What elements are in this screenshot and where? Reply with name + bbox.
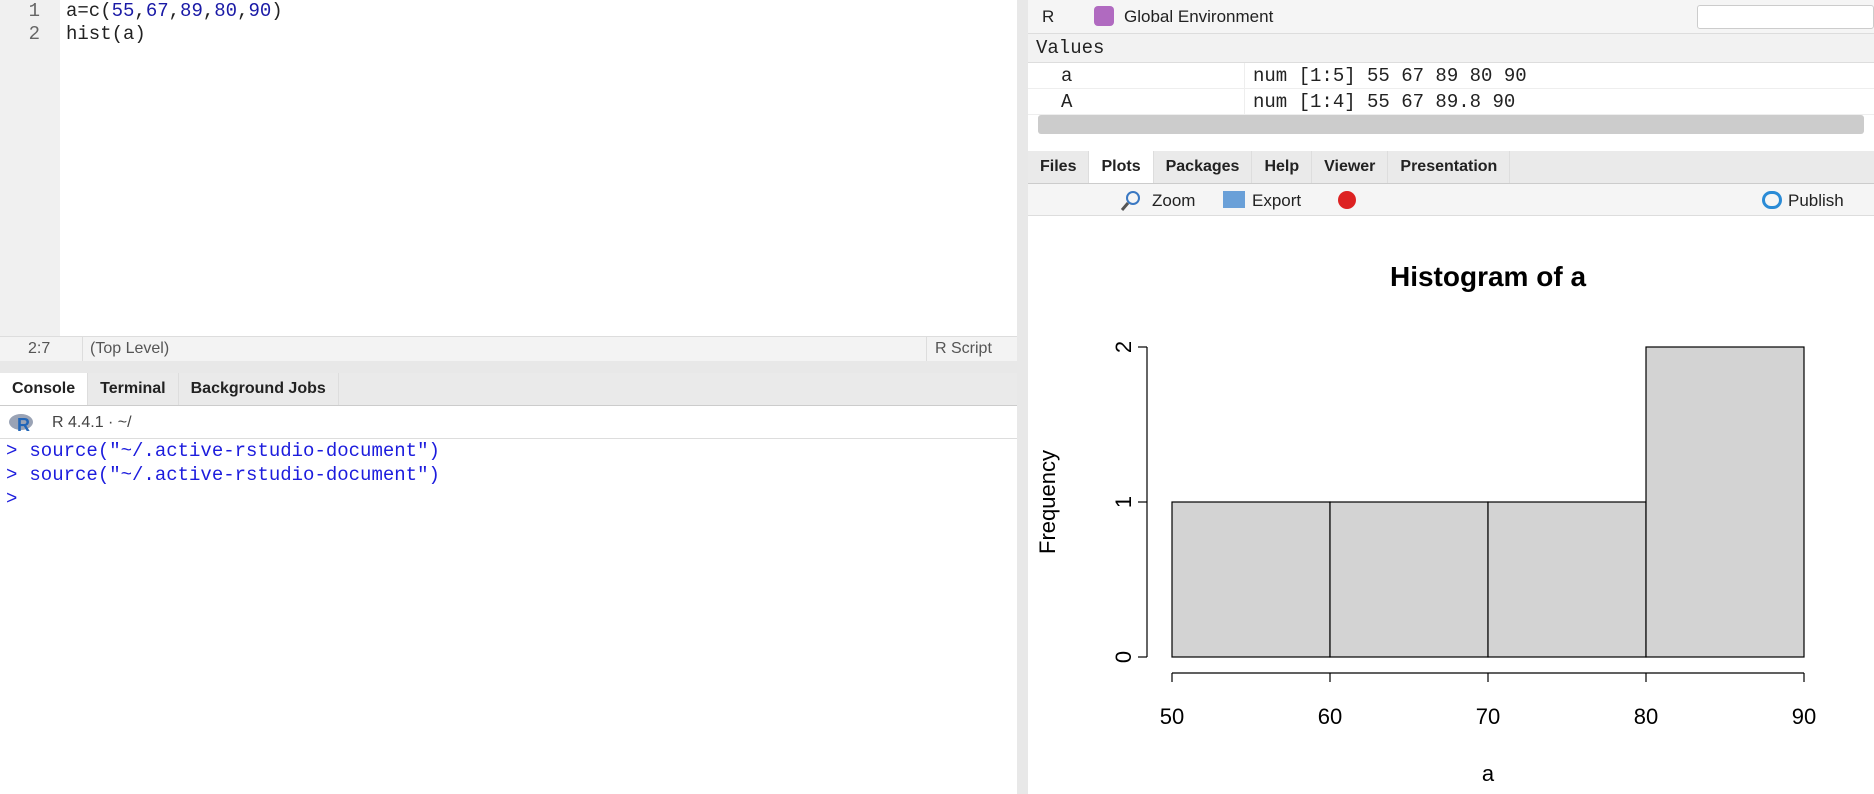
tab[interactable]: Packages <box>1154 151 1253 183</box>
tab[interactable]: Terminal <box>88 373 179 405</box>
console-tabs: Console Terminal Background Jobs <box>0 373 1017 406</box>
zoom-button[interactable]: Zoom <box>1152 191 1196 210</box>
line-number: 2 <box>28 23 40 45</box>
y-axis-label: Frequency <box>1035 450 1060 554</box>
section-header: Values <box>1028 34 1874 63</box>
remove-plot[interactable] <box>1338 191 1356 209</box>
command: source("~/.active-rstudio-document") <box>29 464 440 486</box>
console-line: > source("~/.active-rstudio-document") <box>6 440 1006 464</box>
command: source("~/.active-rstudio-document") <box>29 440 440 462</box>
prompt: > <box>6 488 18 510</box>
x-tick-label: 90 <box>1792 704 1816 729</box>
line-number: 1 <box>28 0 40 22</box>
x-tick-label: 60 <box>1318 704 1342 729</box>
var-value: num [1:4] 55 67 89.8 90 <box>1244 89 1515 115</box>
env-select[interactable]: Global Environment <box>1124 7 1274 26</box>
code-line: a=c(55,67,89,80,90) <box>66 0 283 22</box>
y-tick-label: 0 <box>1111 651 1136 663</box>
tab[interactable]: Files <box>1028 151 1090 183</box>
search-box[interactable] <box>1697 5 1874 29</box>
bar <box>1645 346 1805 658</box>
bar <box>1329 501 1489 658</box>
var-value: num [1:5] 55 67 89 80 90 <box>1244 63 1527 89</box>
tab[interactable]: Viewer <box>1312 151 1389 183</box>
bar <box>1487 501 1647 658</box>
zoom-icon <box>1120 191 1140 211</box>
publish-button[interactable]: Publish <box>1788 191 1844 210</box>
scrollbar[interactable] <box>1038 115 1864 134</box>
env-row[interactable]: a num [1:5] 55 67 89 80 90 <box>1028 63 1874 89</box>
status-bar: 2:7 (Top Level) R Script <box>0 336 1017 361</box>
console-output: > source("~/.active-rstudio-document") > so… <box>6 440 1006 512</box>
x-tick-label: 70 <box>1476 704 1500 729</box>
console-line: > <box>6 488 1006 512</box>
r-logo: R <box>9 414 33 434</box>
tab[interactable]: Console <box>0 373 89 405</box>
export-icon <box>1223 191 1245 208</box>
code-line: hist(a) <box>66 23 146 45</box>
bar <box>1171 501 1331 658</box>
prompt: > <box>6 464 18 486</box>
histogram: Histogram of a a Frequency 50 60 70 80 90 0 1 2 <box>1035 261 1816 786</box>
splitter <box>0 361 1017 373</box>
env-toolbar: R Global Environment <box>1028 0 1874 34</box>
y-tick-label: 1 <box>1111 496 1136 508</box>
language-select[interactable]: R <box>1042 7 1055 26</box>
tab[interactable]: Help <box>1252 151 1313 183</box>
tab[interactable]: Presentation <box>1388 151 1511 183</box>
plot-toolbar: Zoom Export Publish <box>1028 184 1874 216</box>
file-type[interactable]: R Script <box>935 340 992 357</box>
cursor-position: 2:7 <box>28 340 51 357</box>
var-name: a <box>1061 65 1073 87</box>
export-button[interactable]: Export <box>1252 191 1302 210</box>
x-tick-label: 50 <box>1160 704 1184 729</box>
console-line: > source("~/.active-rstudio-document") <box>6 464 1006 488</box>
prompt: > <box>6 440 18 462</box>
env-icon <box>1094 6 1114 26</box>
scope[interactable]: (Top Level) <box>90 340 170 357</box>
gutter <box>0 0 60 336</box>
x-tick-label: 80 <box>1634 704 1658 729</box>
publish-icon <box>1762 191 1782 209</box>
r-version: R 4.4.1 · ~/ <box>52 414 132 431</box>
viewer-tabs: Files Plots Packages Help Viewer Presentation <box>1028 151 1874 184</box>
console-toolbar: R R 4.4.1 · ~/ <box>0 406 1017 439</box>
editor: 1 a=c(55,67,89,80,90) 2 hist(a) <box>0 0 1017 336</box>
splitter <box>1017 0 1028 794</box>
var-name: A <box>1061 91 1073 113</box>
svg-text:R: R <box>17 415 30 434</box>
tab[interactable]: Background Jobs <box>179 373 339 405</box>
y-tick-label: 2 <box>1111 341 1136 353</box>
x-axis-label: a <box>1482 761 1495 786</box>
tab[interactable]: Plots <box>1089 151 1154 183</box>
chart-title: Histogram of a <box>1390 261 1586 292</box>
